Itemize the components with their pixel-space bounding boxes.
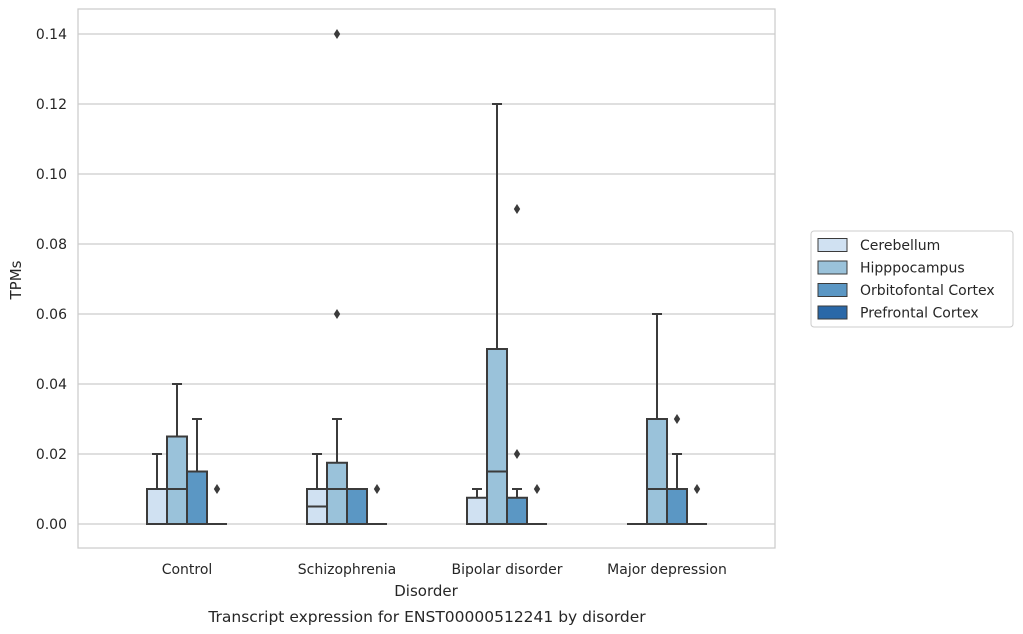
box-iqr	[326, 461, 348, 525]
y-tick-label: 0.02	[36, 447, 67, 463]
box-hipppocampus	[326, 29, 348, 525]
box-orbitofontal-cortex	[666, 414, 688, 525]
y-axis-ticks: 0.00 0.02 0.04 0.06 0.08 0.10 0.12 0.14	[36, 27, 67, 533]
legend-swatch	[817, 238, 848, 252]
box-prefrontal-cortex	[367, 484, 387, 525]
legend-label: Orbitofontal Cortex	[860, 283, 995, 299]
legend-swatch	[817, 305, 848, 320]
y-tick-label: 0.12	[36, 97, 67, 113]
legend-label: Hipppocampus	[860, 261, 965, 277]
legend-swatch	[817, 283, 848, 297]
box-plot-area	[146, 29, 707, 525]
box-orbitofontal-cortex	[506, 204, 528, 525]
x-axis-ticks: Control Schizophrenia Bipolar disorder Majo…	[162, 562, 727, 578]
x-tick-label: Schizophrenia	[298, 562, 396, 578]
box-hipppocampus	[646, 313, 668, 525]
box-hipppocampus	[166, 383, 188, 525]
box-cerebellum	[146, 453, 168, 525]
box-iqr	[346, 488, 368, 525]
box-iqr	[146, 488, 168, 525]
outlier-point	[533, 484, 541, 494]
outlier-point	[513, 204, 521, 214]
outlier-point	[693, 484, 701, 494]
box-prefrontal-cortex	[687, 484, 707, 525]
grid-lines	[78, 33, 775, 525]
y-tick-label: 0.08	[36, 237, 67, 253]
box-iqr	[186, 470, 208, 525]
legend-swatch	[817, 260, 848, 275]
legend-label: Prefrontal Cortex	[860, 306, 979, 322]
y-axis-label: TPMs	[7, 260, 25, 300]
box-iqr	[466, 496, 488, 525]
chart-caption: Transcript expression for ENST0000051224…	[207, 608, 646, 626]
box-iqr	[666, 488, 688, 525]
box-orbitofontal-cortex	[186, 418, 208, 525]
legend-frame	[810, 230, 1014, 328]
y-tick-label: 0.14	[36, 27, 67, 43]
y-tick-label: 0.00	[36, 517, 67, 533]
box-iqr	[646, 418, 668, 525]
box-iqr	[486, 348, 508, 525]
outlier-point	[333, 309, 341, 319]
plot-frame	[77, 8, 776, 549]
outlier-point	[673, 414, 681, 424]
y-tick-label: 0.06	[36, 307, 67, 323]
outlier-point	[333, 29, 341, 39]
x-tick-label: Bipolar disorder	[451, 562, 562, 578]
box-prefrontal-cortex	[207, 484, 227, 525]
x-tick-label: Major depression	[607, 562, 727, 578]
x-tick-label: Control	[162, 562, 213, 578]
box-cerebellum	[306, 453, 328, 525]
box-prefrontal-cortex	[527, 484, 547, 525]
y-tick-label: 0.04	[36, 377, 67, 393]
y-tick-label: 0.10	[36, 167, 67, 183]
box-cerebellum	[466, 488, 488, 525]
outlier-point	[513, 449, 521, 459]
box-iqr	[506, 496, 528, 525]
legend-label: Cerebellum	[860, 238, 940, 254]
x-axis-label: Disorder	[394, 582, 458, 600]
outlier-point	[213, 484, 221, 494]
box-iqr	[166, 435, 188, 525]
box-orbitofontal-cortex	[346, 488, 368, 525]
outlier-point	[373, 484, 381, 494]
box-hipppocampus	[486, 103, 508, 525]
legend: Cerebellum Hipppocampus Orbitofontal Corte…	[810, 230, 1014, 328]
